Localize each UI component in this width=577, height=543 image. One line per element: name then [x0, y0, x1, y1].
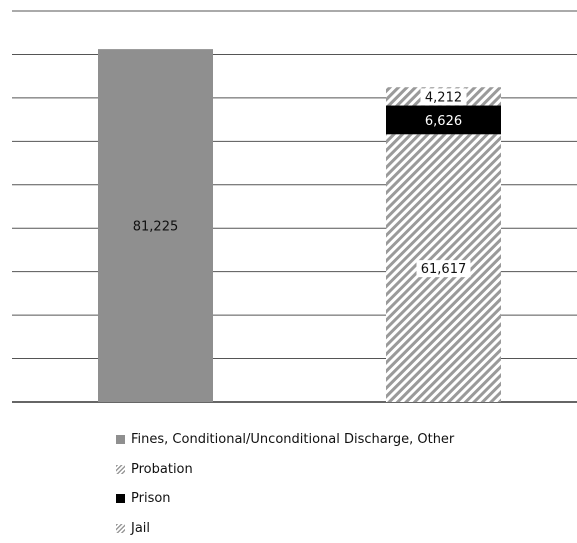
legend-item-jail: Jail [116, 514, 454, 543]
legend-label-probation: Probation [131, 462, 193, 477]
legend-swatch-prison [116, 494, 125, 503]
legend-label-fines: Fines, Conditional/Unconditional Dischar… [131, 432, 454, 447]
data-label-probation: 4,212 [425, 90, 462, 105]
data-label-prison: 6,626 [425, 114, 462, 129]
legend-swatch-probation [116, 465, 125, 474]
legend-swatch-jail [116, 524, 125, 533]
legend-swatch-fines [116, 435, 125, 444]
legend-item-fines: Fines, Conditional/Unconditional Dischar… [116, 425, 454, 455]
chart-legend: Fines, Conditional/Unconditional Dischar… [116, 425, 454, 543]
chart-plot-area: 81,225 61,617 6,626 4,212 [0, 0, 577, 420]
legend-item-prison: Prison [116, 484, 454, 514]
data-label-fines: 81,225 [133, 220, 179, 235]
data-label-jail: 61,617 [421, 262, 467, 277]
legend-item-probation: Probation [116, 455, 454, 485]
legend-label-jail: Jail [131, 521, 150, 536]
legend-label-prison: Prison [131, 491, 171, 506]
